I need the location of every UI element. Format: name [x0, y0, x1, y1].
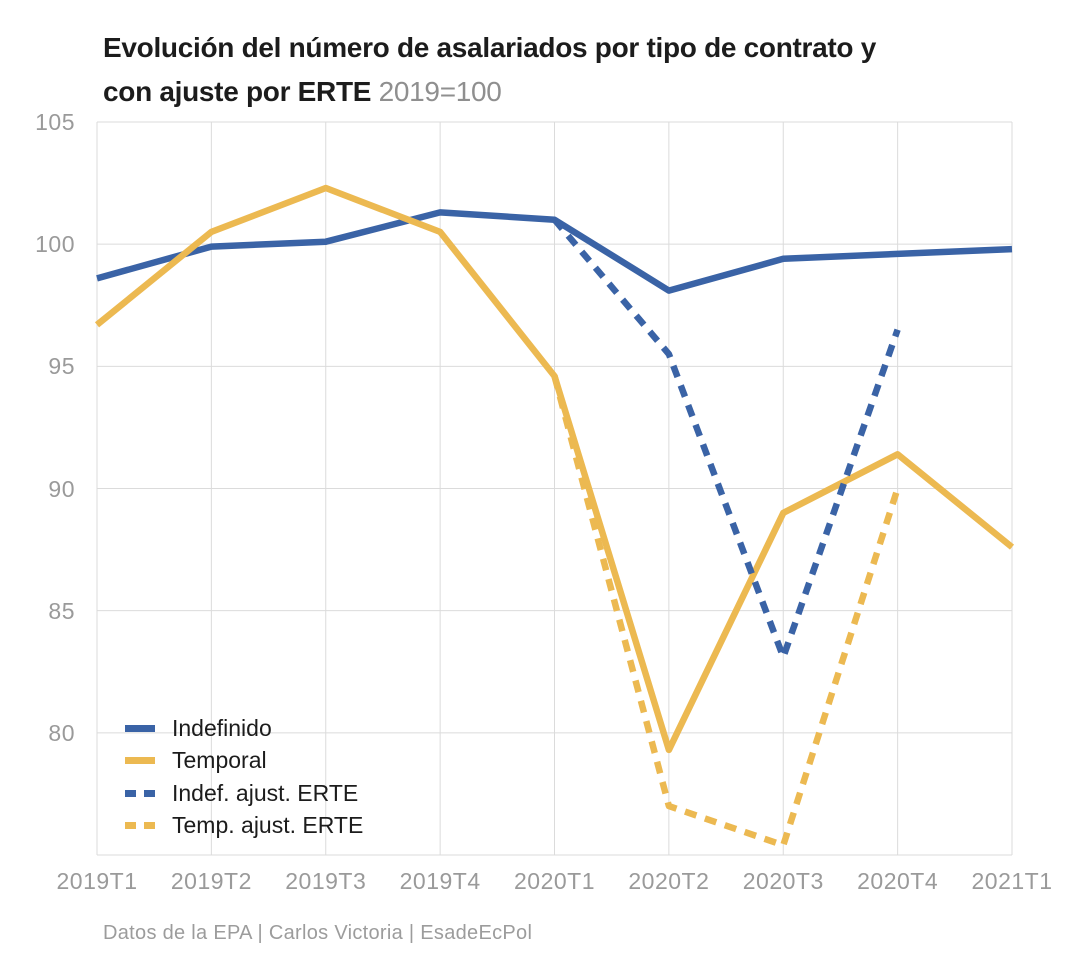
legend-label: Indefinido: [172, 714, 272, 741]
legend-swatch-indefinido: [125, 724, 155, 732]
x-tick-label: 2021T1: [971, 868, 1053, 894]
chart-title-line2: con ajuste por ERTE 2019=100: [103, 70, 1043, 114]
x-tick-label: 2019T4: [399, 868, 481, 894]
x-tick-label: 2020T2: [628, 868, 710, 894]
x-tick-label: 2019T1: [56, 868, 138, 894]
legend-item-indefinido: Indefinido: [125, 712, 363, 745]
chart-title-line2-bold: con ajuste por ERTE: [103, 76, 372, 107]
y-tick-label: 90: [48, 475, 75, 502]
legend-item-temporal: Temporal: [125, 745, 363, 778]
x-tick-label: 2020T1: [513, 868, 595, 894]
y-tick-label: 80: [48, 719, 75, 746]
legend-label: Indef. ajust. ERTE: [172, 779, 359, 806]
legend-label: Temporal: [172, 747, 267, 774]
chart-subtitle-text: 2019=100: [378, 76, 502, 107]
x-tick-label: 2019T2: [170, 868, 252, 894]
chart-title-line1: Evolución del número de asalariados por …: [103, 32, 876, 63]
series-line-temp-ajust-erte: [551, 375, 901, 849]
series-line-indef-ajust-erte: [552, 217, 901, 661]
chart-title: Evolución del número de asalariados por …: [103, 26, 1043, 114]
legend-item-temp-ajust-erte: Temp. ajust. ERTE: [125, 810, 363, 843]
legend-label: Temp. ajust. ERTE: [172, 812, 364, 839]
source-credit: Datos de la EPA | Carlos Victoria | Esad…: [103, 922, 533, 944]
y-tick-label: 95: [48, 353, 75, 380]
legend-item-indef-ajust-erte: Indef. ajust. ERTE: [125, 777, 363, 810]
legend-swatch-indef-ajust-erte: [125, 789, 155, 797]
x-tick-label: 2019T3: [285, 868, 367, 894]
legend-swatch-temporal: [125, 757, 155, 765]
legend: Indefinido Temporal Indef. ajust. ERTE Temp…: [125, 712, 363, 842]
x-tick-label: 2020T3: [742, 868, 824, 894]
legend-swatch-temp-ajust-erte: [125, 822, 155, 830]
chart-subtitle: 2019=100: [371, 76, 502, 107]
y-tick-label: 85: [48, 597, 75, 624]
y-tick-label: 100: [35, 231, 75, 258]
x-tick-label: 2020T4: [857, 868, 939, 894]
y-tick-label: 105: [35, 109, 75, 135]
